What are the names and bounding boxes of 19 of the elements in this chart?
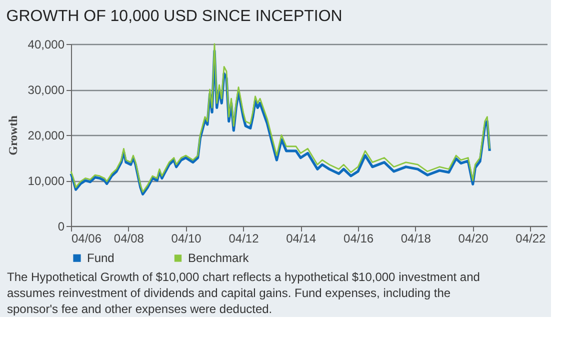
y-axis-title: Growth (6, 115, 20, 156)
y-tick-label: 30,000 (28, 83, 65, 97)
x-tick-label: 04/18 (400, 232, 432, 246)
legend-label: Fund (87, 251, 114, 266)
y-tick-label: 0 (58, 220, 65, 234)
text: The Hypothetical Growth of $10,000 chart reflects a hypothetical $10,000 investment and assumes reinvestment of dividends and capital gains. Fund expenses, including the sponsor's fee and other expenses were deducted. (7, 270, 480, 316)
x-tick-label: 04/12 (228, 232, 260, 246)
y-tick-label: 20,000 (28, 128, 65, 142)
x-tick-label: 04/06 (72, 232, 102, 246)
legend-label: Benchmark (188, 251, 250, 266)
y-tick-label: 40,000 (28, 38, 65, 52)
x-tick-label: 04/16 (344, 232, 374, 246)
x-tick-label: 04/20 (458, 232, 489, 246)
x-tick-label: 04/14 (286, 232, 316, 246)
x-tick-label: 04/10 (171, 232, 202, 246)
chart-title: GROWTH OF 10,000 USD SINCE INCEPTION (6, 8, 342, 25)
x-tick-label: 04/08 (114, 232, 144, 246)
y-tick-label: 10,000 (28, 174, 65, 188)
x-tick-label: 04/22 (516, 232, 546, 246)
